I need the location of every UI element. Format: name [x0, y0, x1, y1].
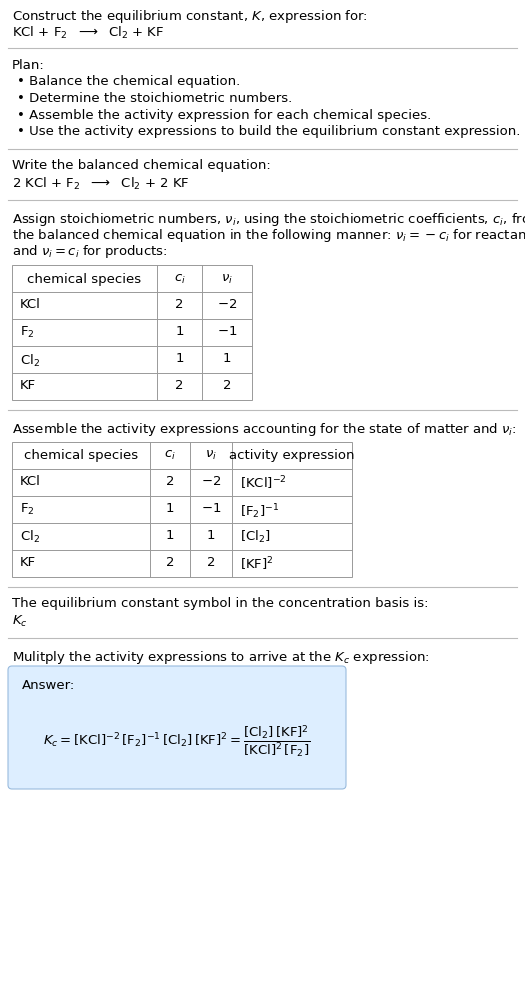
Text: 1: 1	[223, 352, 231, 365]
Text: KF: KF	[20, 556, 36, 569]
Text: Plan:: Plan:	[12, 59, 45, 72]
Text: • Use the activity expressions to build the equilibrium constant expression.: • Use the activity expressions to build …	[17, 125, 520, 137]
Text: chemical species: chemical species	[24, 448, 138, 461]
Text: F$_2$: F$_2$	[20, 502, 35, 517]
Text: the balanced chemical equation in the following manner: $\nu_i = -c_i$ for react: the balanced chemical equation in the fo…	[12, 227, 525, 244]
Text: KF: KF	[20, 379, 36, 392]
Text: Write the balanced chemical equation:: Write the balanced chemical equation:	[12, 159, 271, 173]
Text: $-2$: $-2$	[201, 474, 221, 487]
Text: • Determine the stoichiometric numbers.: • Determine the stoichiometric numbers.	[17, 92, 292, 105]
Text: KCl: KCl	[20, 474, 41, 487]
Text: $[\mathrm{Cl_2}]$: $[\mathrm{Cl_2}]$	[240, 529, 270, 545]
Text: 2: 2	[166, 474, 174, 487]
Text: 1: 1	[166, 529, 174, 542]
Text: chemical species: chemical species	[27, 273, 142, 286]
Text: and $\nu_i = c_i$ for products:: and $\nu_i = c_i$ for products:	[12, 244, 167, 260]
Text: KCl + F$_2$  $\longrightarrow$  Cl$_2$ + KF: KCl + F$_2$ $\longrightarrow$ Cl$_2$ + K…	[12, 24, 164, 40]
Text: $[\mathrm{KCl}]^{-2}$: $[\mathrm{KCl}]^{-2}$	[240, 474, 287, 491]
Text: Cl$_2$: Cl$_2$	[20, 529, 40, 545]
Text: • Balance the chemical equation.: • Balance the chemical equation.	[17, 75, 240, 88]
Text: 1: 1	[207, 529, 215, 542]
Bar	[12, 442, 352, 577]
Text: 2 KCl + F$_2$  $\longrightarrow$  Cl$_2$ + 2 KF: 2 KCl + F$_2$ $\longrightarrow$ Cl$_2$ +…	[12, 176, 190, 192]
Text: Construct the equilibrium constant, $K$, expression for:: Construct the equilibrium constant, $K$,…	[12, 8, 368, 25]
Text: $[\mathrm{KF}]^{2}$: $[\mathrm{KF}]^{2}$	[240, 556, 274, 573]
Bar	[12, 266, 252, 400]
Text: 2: 2	[175, 298, 184, 311]
Text: KCl: KCl	[20, 298, 41, 311]
Text: 2: 2	[175, 379, 184, 392]
Text: Assemble the activity expressions accounting for the state of matter and $\nu_i$: Assemble the activity expressions accoun…	[12, 420, 517, 437]
Text: 1: 1	[166, 502, 174, 515]
Text: $c_i$: $c_i$	[164, 448, 176, 462]
Text: 1: 1	[175, 352, 184, 365]
Text: $\nu_i$: $\nu_i$	[221, 273, 233, 286]
Text: The equilibrium constant symbol in the concentration basis is:: The equilibrium constant symbol in the c…	[12, 597, 428, 610]
Text: activity expression: activity expression	[229, 448, 355, 461]
Text: 1: 1	[175, 325, 184, 338]
Text: $-1$: $-1$	[217, 325, 237, 338]
Text: $c_i$: $c_i$	[174, 273, 185, 286]
Text: $K_c$: $K_c$	[12, 614, 28, 629]
Text: $[\mathrm{F_2}]^{-1}$: $[\mathrm{F_2}]^{-1}$	[240, 502, 279, 521]
Text: 2: 2	[207, 556, 215, 569]
Text: Assign stoichiometric numbers, $\nu_i$, using the stoichiometric coefficients, $: Assign stoichiometric numbers, $\nu_i$, …	[12, 211, 525, 228]
Text: $\nu_i$: $\nu_i$	[205, 448, 217, 462]
Text: $K_c = [\mathrm{KCl}]^{-2}\,[\mathrm{F_2}]^{-1}\,[\mathrm{Cl_2}]\,[\mathrm{KF}]^: $K_c = [\mathrm{KCl}]^{-2}\,[\mathrm{F_2…	[44, 723, 311, 759]
Text: Cl$_2$: Cl$_2$	[20, 352, 40, 368]
Text: Answer:: Answer:	[22, 678, 75, 691]
Text: $-2$: $-2$	[217, 298, 237, 311]
FancyBboxPatch shape	[8, 666, 346, 789]
Text: F$_2$: F$_2$	[20, 325, 35, 340]
Text: • Assemble the activity expression for each chemical species.: • Assemble the activity expression for e…	[17, 108, 431, 121]
Text: $-1$: $-1$	[201, 502, 221, 515]
Text: 2: 2	[166, 556, 174, 569]
Text: 2: 2	[223, 379, 231, 392]
Text: Mulitply the activity expressions to arrive at the $K_c$ expression:: Mulitply the activity expressions to arr…	[12, 648, 430, 665]
